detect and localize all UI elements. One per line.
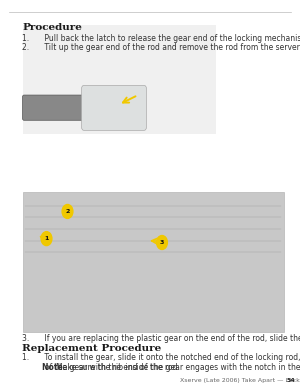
Text: Replacement Procedure: Replacement Procedure	[22, 344, 162, 353]
Text: 1.  To install the gear, slide it onto the notched end of the locking rod, align: 1. To install the gear, slide it onto th…	[22, 353, 300, 372]
Text: 3: 3	[160, 240, 164, 245]
Text: 1.  Pull back the latch to release the gear end of the locking mechanism rod.: 1. Pull back the latch to release the ge…	[22, 34, 300, 43]
Text: 1: 1	[44, 236, 49, 241]
Text: Procedure: Procedure	[22, 23, 82, 32]
Text: 54: 54	[286, 378, 295, 383]
Text: Xserve (Late 2006) Take Apart — Locking Mechanism Rod: Xserve (Late 2006) Take Apart — Locking …	[180, 378, 300, 383]
Text: 2: 2	[65, 209, 70, 214]
Bar	[22, 192, 284, 332]
Text: Make sure the rib inside the gear engages with the notch in the rod.: Make sure the rib inside the gear engage…	[56, 363, 300, 372]
FancyBboxPatch shape	[82, 85, 146, 130]
Circle shape	[62, 204, 73, 218]
Bar	[22, 25, 216, 134]
FancyBboxPatch shape	[22, 95, 92, 120]
Text: 2.  Tilt up the gear end of the rod and remove the rod from the server.: 2. Tilt up the gear end of the rod and r…	[22, 43, 300, 52]
Circle shape	[41, 232, 52, 246]
Text: 3.  If you are replacing the plastic gear on the end of the rod, slide the gear : 3. If you are replacing the plastic gear…	[22, 334, 300, 343]
Text: Note:: Note:	[42, 363, 68, 372]
Circle shape	[157, 236, 167, 249]
